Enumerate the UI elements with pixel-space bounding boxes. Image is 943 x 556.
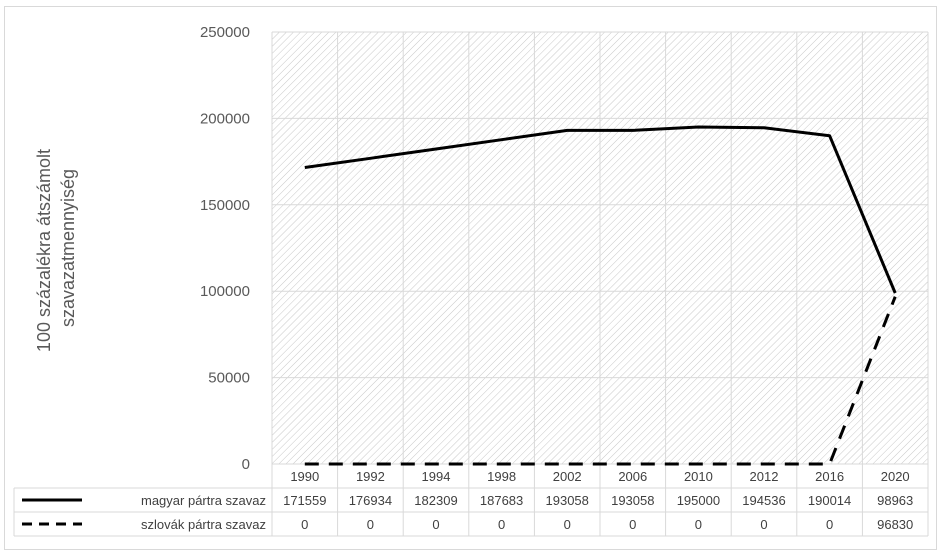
data-table-value: 195000 [677, 493, 720, 508]
data-table-value: 194536 [742, 493, 785, 508]
y-tick-label: 50000 [208, 370, 250, 387]
data-table-value: 193058 [546, 493, 589, 508]
x-tick-label: 2006 [618, 469, 647, 484]
data-table-value: 193058 [611, 493, 654, 508]
data-table-value: 0 [564, 517, 571, 532]
x-tick-label: 2010 [684, 469, 713, 484]
legend-label: magyar pártra szavaz [141, 493, 266, 508]
x-tick-label: 2012 [750, 469, 779, 484]
legend-label: szlovák pártra szavaz [141, 517, 266, 532]
x-tick-label: 1990 [290, 469, 319, 484]
y-tick-label: 150000 [200, 197, 250, 214]
chart-frame [4, 6, 937, 550]
x-tick-label: 2020 [881, 469, 910, 484]
data-table-value: 96830 [877, 517, 913, 532]
y-axis-label-line-2: szavazatmennyiség [58, 169, 78, 327]
data-table-value: 98963 [877, 493, 913, 508]
y-tick-label: 250000 [200, 24, 250, 41]
x-tick-label: 2016 [815, 469, 844, 484]
data-table-value: 0 [498, 517, 505, 532]
data-table-value: 190014 [808, 493, 851, 508]
y-tick-label: 0 [242, 456, 250, 473]
series-line [304, 125, 897, 294]
x-tick-label: 1994 [422, 469, 451, 484]
y-axis: 0 50000 100000 150000 200000 250000 [200, 24, 250, 473]
data-table-value: 182309 [414, 493, 457, 508]
data-table-value: 0 [367, 517, 374, 532]
data-table-value: 0 [760, 517, 767, 532]
data-table-value: 0 [826, 517, 833, 532]
x-tick-label: 1992 [356, 469, 385, 484]
series-line [304, 296, 897, 466]
y-axis-label: 100 százalékra átszámolt szavazatmennyis… [34, 144, 78, 352]
series-lines [304, 125, 897, 466]
y-axis-label-line-1: 100 százalékra átszámolt [34, 149, 54, 352]
data-table-value: 0 [629, 517, 636, 532]
x-tick-label: 2002 [553, 469, 582, 484]
data-table-value: 0 [432, 517, 439, 532]
data-table-value: 0 [301, 517, 308, 532]
data-table-value: 171559 [283, 493, 326, 508]
x-tick-label: 1998 [487, 469, 516, 484]
y-tick-label: 200000 [200, 110, 250, 127]
data-table-value: 176934 [349, 493, 392, 508]
data-table: 1990 1992 1994 1998 2002 2006 2010 2012 2016 2020… [13, 464, 929, 537]
y-tick-label: 100000 [200, 283, 250, 300]
data-table-value: 187683 [480, 493, 523, 508]
data-table-value: 0 [695, 517, 702, 532]
